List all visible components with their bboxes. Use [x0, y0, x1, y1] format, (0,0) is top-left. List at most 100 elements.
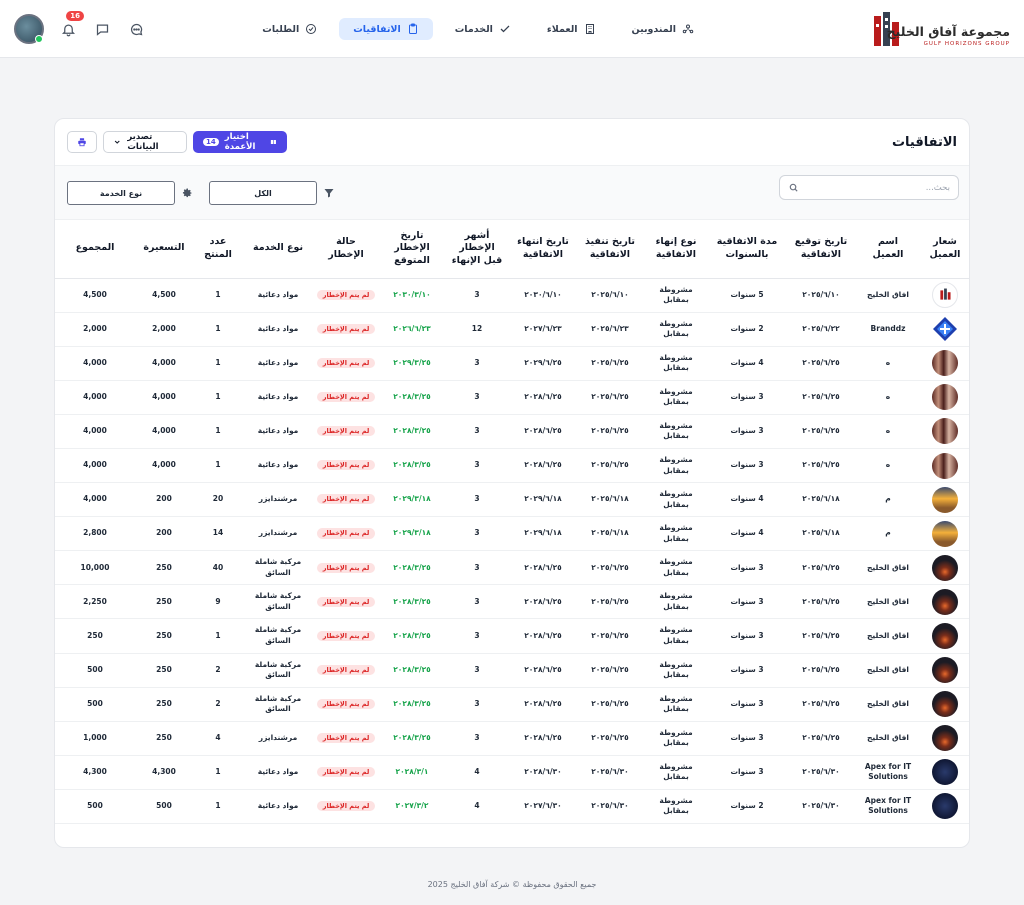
header-actions: 16: [14, 11, 146, 44]
col-header-notice-months[interactable]: أشهر الإخطار قبل الإنهاء: [445, 220, 509, 279]
cell-qty: 1: [193, 618, 243, 654]
cell-exec-date: ٢٠٢٥/٦/٢٥: [577, 618, 643, 654]
table-toolbar: بحث... نوع الخدمة الكل: [55, 165, 969, 220]
cell-sign-date: ٢٠٢٥/٦/٢٥: [785, 687, 857, 722]
col-header-price[interactable]: التسعيرة: [135, 220, 193, 279]
cell-service: مرشندايزر: [243, 482, 313, 518]
chat-icon: [96, 24, 108, 36]
col-header-client[interactable]: اسم العميل: [857, 220, 919, 279]
cell-total: 2,000: [55, 312, 135, 347]
cell-notice-status: لم يتم الإخطار: [313, 312, 379, 347]
cell-client: م: [857, 482, 919, 518]
cell-notice-months: 3: [445, 448, 509, 484]
status-badge: لم يتم الإخطار: [316, 562, 376, 573]
table-row[interactable]: ه ٢٠٢٥/٦/٢٥ 3 سنوات مشروطة بمقابل ٢٠٢٥/٦/٢٥ ٢…: [55, 414, 969, 449]
cell-notice-date: ٢٠٢٨/٣/٢٥: [379, 653, 445, 688]
table-row[interactable]: افاق الخليج ٢٠٢٥/٦/٢٥ 3 سنوات مشروطة بمقابل…: [55, 618, 969, 654]
col-header-qty[interactable]: عدد المنتج: [193, 220, 243, 279]
nav-label: الاتفاقيات: [353, 23, 401, 35]
cell-exec-date: ٢٠٢٥/٦/٢٣: [577, 312, 643, 347]
nav-representatives[interactable]: المندوبين: [618, 18, 708, 40]
col-header-total[interactable]: المجموع: [55, 220, 135, 279]
footer-copyright: جميع الحقوق محفوظة © شركة آفاق الخليج 20…: [427, 880, 597, 889]
table-row[interactable]: افاق الخليج ٢٠٢٥/٦/٢٥ 3 سنوات مشروطة بمقابل…: [55, 584, 969, 620]
cell-qty: 9: [193, 584, 243, 620]
status-badge: لم يتم الإخطار: [316, 596, 376, 607]
card-actions: تصدير البيانات 14 اختيار الأعمدة: [67, 131, 287, 153]
status-badge: لم يتم الإخطار: [316, 801, 376, 812]
cell-expiry-date: ٢٠٢٨/٦/٢٥: [509, 380, 577, 415]
col-header-expiry-date[interactable]: تاريخ انتهاء الاتفاقية: [509, 220, 577, 279]
users-icon: [682, 24, 694, 34]
nav-agreements[interactable]: الاتفاقيات: [339, 18, 433, 40]
messages-button[interactable]: [92, 19, 112, 39]
table-row[interactable]: Apex for IT Solutions ٢٠٢٥/٦/٣٠ 2 سنوات مشر…: [55, 789, 969, 825]
user-avatar[interactable]: [14, 14, 44, 44]
export-button[interactable]: تصدير البيانات: [103, 131, 187, 153]
print-button[interactable]: [67, 131, 97, 153]
table-row[interactable]: Branddz ٢٠٢٥/٦/٢٢ 2 سنوات مشروطة بمقابل ٢٠٢٥…: [55, 312, 969, 347]
service-type-filter[interactable]: نوع الخدمة: [67, 181, 175, 205]
cell-notice-months: 3: [445, 618, 509, 654]
table-row[interactable]: ه ٢٠٢٥/٦/٢٥ 3 سنوات مشروطة بمقابل ٢٠٢٥/٦/٢٥ ٢…: [55, 380, 969, 415]
agreements-table: شعار العميل اسم العميل تاريخ توقيع الاتف…: [55, 220, 969, 825]
status-filter[interactable]: الكل: [209, 181, 317, 205]
cell-exec-date: ٢٠٢٥/٦/١٨: [577, 482, 643, 518]
cell-notice-months: 3: [445, 278, 509, 313]
cell-client: Apex for IT Solutions: [857, 789, 919, 825]
status-badge: لم يتم الإخطار: [316, 528, 376, 539]
table-row[interactable]: ه ٢٠٢٥/٦/٢٥ 3 سنوات مشروطة بمقابل ٢٠٢٥/٦/٢٥ ٢…: [55, 448, 969, 484]
col-header-service[interactable]: نوع الخدمة: [243, 220, 313, 279]
table-row[interactable]: م ٢٠٢٥/٦/١٨ 4 سنوات مشروطة بمقابل ٢٠٢٥/٦/١٨ ٢…: [55, 482, 969, 518]
check-circle-icon: [306, 24, 317, 34]
cell-total: 4,000: [55, 482, 135, 518]
cell-exec-date: ٢٠٢٥/٦/٢٥: [577, 414, 643, 449]
gear-icon[interactable]: [181, 187, 193, 199]
col-header-duration[interactable]: مدة الاتفاقية بالسنوات: [709, 220, 785, 279]
cell-duration: 3 سنوات: [709, 414, 785, 449]
export-label: تصدير البيانات: [127, 132, 159, 152]
col-header-end-type[interactable]: نوع إنهاء الاتفاقية: [643, 220, 709, 279]
cell-service: مركبة شاملة السائق: [243, 687, 313, 722]
chevron-down-icon: [114, 140, 120, 144]
cell-total: 4,000: [55, 380, 135, 415]
status-badge: لم يتم الإخطار: [316, 460, 376, 471]
col-header-notice-date[interactable]: تاريخ الإخطار المتوقع: [379, 220, 445, 279]
table-row[interactable]: افاق الخليج ٢٠٢٥/٦/٢٥ 3 سنوات مشروطة بمقابل…: [55, 721, 969, 756]
cell-end-type: مشروطة بمقابل: [643, 312, 709, 347]
nav-services[interactable]: الخدمات: [441, 18, 525, 40]
col-header-sign-date[interactable]: تاريخ توقيع الاتفاقية: [785, 220, 857, 279]
filter-icon[interactable]: [323, 187, 335, 199]
col-header-notice-status[interactable]: حالة الإخطار: [313, 220, 379, 279]
cell-duration: 4 سنوات: [709, 482, 785, 518]
table-row[interactable]: م ٢٠٢٥/٦/١٨ 4 سنوات مشروطة بمقابل ٢٠٢٥/٦/١٨ ٢…: [55, 516, 969, 552]
table-row[interactable]: افاق الخليج ٢٠٢٥/٦/١٠ 5 سنوات مشروطة بمقابل…: [55, 278, 969, 313]
notifications-button[interactable]: 16: [58, 11, 84, 39]
cell-total: 1,000: [55, 721, 135, 756]
table-row[interactable]: افاق الخليج ٢٠٢٥/٦/٢٥ 3 سنوات مشروطة بمقابل…: [55, 687, 969, 722]
col-header-logo[interactable]: شعار العميل: [919, 220, 969, 279]
status-badge: لم يتم الإخطار: [316, 357, 376, 369]
col-header-exec-date[interactable]: تاريخ تنفيذ الاتفاقية: [577, 220, 643, 279]
cell-price: 4,500: [135, 278, 193, 313]
cell-exec-date: ٢٠٢٥/٦/٢٥: [577, 346, 643, 381]
search-input[interactable]: بحث...: [779, 175, 959, 200]
choose-columns-button[interactable]: 14 اختيار الأعمدة: [193, 131, 287, 153]
cell-notice-status: لم يتم الإخطار: [313, 414, 379, 449]
cell-notice-status: لم يتم الإخطار: [313, 346, 379, 381]
cell-duration: 3 سنوات: [709, 380, 785, 415]
status-badge: لم يتم الإخطار: [316, 426, 376, 437]
nav-clients[interactable]: العملاء: [533, 18, 610, 40]
cell-end-type: مشروطة بمقابل: [643, 550, 709, 586]
brand-logo[interactable]: مجموعة آفاق الخليج GULF HORIZONS GROUP: [870, 8, 1010, 50]
cell-price: 200: [135, 482, 193, 518]
cell-sign-date: ٢٠٢٥/٦/٢٥: [785, 346, 857, 381]
cell-service: مواد دعائية: [243, 414, 313, 449]
table-row[interactable]: افاق الخليج ٢٠٢٥/٦/٢٥ 3 سنوات مشروطة بمقابل…: [55, 550, 969, 586]
table-row[interactable]: ه ٢٠٢٥/٦/٢٥ 4 سنوات مشروطة بمقابل ٢٠٢٥/٦/٢٥ ٢…: [55, 346, 969, 381]
nav-orders[interactable]: الطلبات: [248, 18, 331, 40]
support-chat-button[interactable]: [126, 19, 146, 39]
table-row[interactable]: افاق الخليج ٢٠٢٥/٦/٢٥ 3 سنوات مشروطة بمقابل…: [55, 653, 969, 688]
cell-notice-months: 3: [445, 346, 509, 381]
table-row[interactable]: Apex for IT Solutions ٢٠٢٥/٦/٣٠ 3 سنوات مشر…: [55, 755, 969, 790]
